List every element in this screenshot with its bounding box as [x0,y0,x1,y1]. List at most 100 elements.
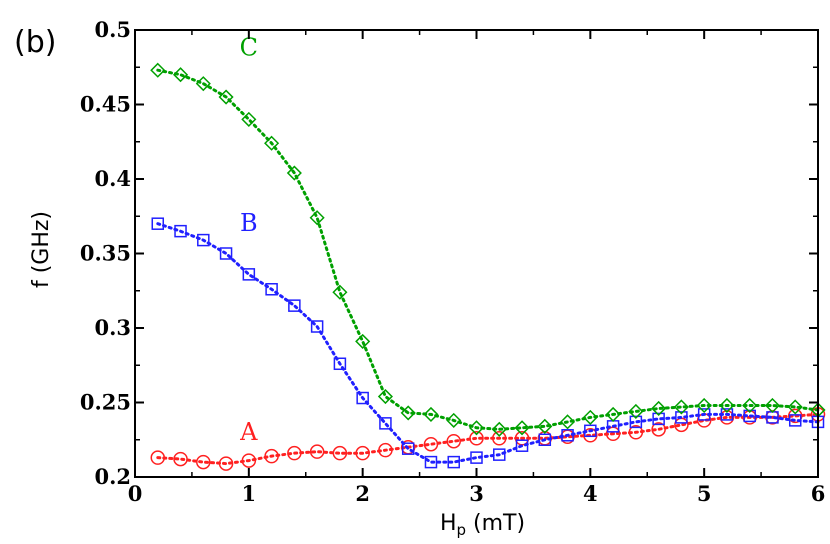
data-point [583,428,598,443]
data-point [310,320,324,333]
x-tick-label: 6 [811,481,826,506]
x-axis-label-subscript: p [456,521,466,539]
plot-frame [134,29,819,478]
data-point [582,409,598,425]
data-point [628,425,644,440]
data-point [560,414,576,430]
data-point [424,455,438,469]
series-label-A: A [239,418,258,446]
data-point [377,388,393,405]
data-point [196,454,211,470]
series-layer: A B C [150,33,826,471]
data-point [355,333,371,349]
data-point [265,283,278,296]
data-point [378,442,393,458]
data-point [172,67,189,83]
data-point [309,444,325,459]
data-point [468,420,485,436]
data-point [332,284,348,300]
data-point [469,431,484,446]
data-point [537,418,553,434]
series-B: B [151,209,825,469]
x-axis-label: Hp (mT) [440,511,525,539]
x-tick-label: 3 [469,481,484,506]
series-A: A [150,407,826,471]
data-point [788,414,802,427]
data-point [651,422,666,437]
data-point [720,408,734,421]
data-point [675,411,688,424]
x-axis-label-main: H [440,511,457,536]
data-point [515,439,529,452]
data-point [629,415,643,429]
data-point [765,410,780,425]
y-tick-label: 0.2 [94,464,131,489]
data-point [696,397,712,414]
data-point [287,445,302,461]
data-point [446,433,461,449]
data-point [628,403,644,420]
series-C: C [150,33,826,437]
data-point [514,420,530,436]
data-point [309,210,325,226]
x-tick-label: 5 [697,481,712,506]
data-point [195,76,211,92]
y-tick-label: 0.3 [94,315,131,340]
data-point [401,442,415,455]
data-point [288,299,301,312]
data-point [151,217,165,230]
data-point [652,412,665,426]
data-point [491,421,507,437]
data-point [764,397,781,414]
data-point [787,399,803,415]
data-point [400,405,416,421]
data-point [379,417,392,430]
data-point [447,455,460,469]
data-point [584,424,597,438]
series-label-C: C [240,33,258,61]
y-tick-label: 0.5 [94,17,131,42]
data-point [332,445,348,461]
data-point [264,135,280,151]
y-axis-label: f (GHz) [29,211,54,288]
data-point [492,431,507,446]
x-tick-label: 4 [583,481,598,506]
y-tick-label: 0.25 [80,390,131,415]
y-tick-label: 0.35 [80,241,131,266]
data-point [423,406,439,422]
series-line [156,222,820,464]
data-point [241,111,257,127]
data-point [218,89,234,105]
data-point [538,433,552,446]
data-point [673,399,689,415]
data-point [355,445,370,461]
data-point [219,247,233,260]
data-point [493,448,506,461]
data-point [697,408,711,421]
x-tick-label: 1 [242,481,257,506]
y-tick-label: 0.4 [94,166,131,191]
data-point [174,224,187,238]
data-point [333,357,347,371]
series-line [156,68,820,431]
data-point [242,268,256,281]
data-point [150,62,166,78]
data-point [605,406,621,422]
data-point [470,451,483,464]
data-point [446,412,462,428]
data-point [651,400,667,417]
x-tick-label: 0 [128,481,143,506]
data-point [356,391,369,405]
data-point [742,397,758,414]
data-point [561,429,574,442]
data-point [719,410,735,425]
data-point [719,397,735,414]
x-axis-label-unit: (mT) [466,511,525,536]
data-point [423,436,439,452]
panel-label: (b) [14,25,56,60]
y-tick-label: 0.45 [80,92,131,117]
data-point [218,456,234,471]
data-point [241,453,257,468]
data-point [743,409,756,423]
